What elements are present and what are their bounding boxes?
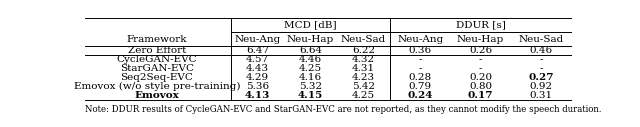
Text: 4.13: 4.13 bbox=[245, 91, 270, 100]
Text: 0.80: 0.80 bbox=[469, 82, 492, 91]
Text: 5.32: 5.32 bbox=[299, 82, 322, 91]
Text: CycleGAN-EVC: CycleGAN-EVC bbox=[116, 55, 197, 64]
Text: 4.46: 4.46 bbox=[299, 55, 322, 64]
Text: -: - bbox=[479, 64, 483, 73]
Text: -: - bbox=[479, 55, 483, 64]
Text: Neu-Hap: Neu-Hap bbox=[287, 35, 334, 44]
Text: 0.79: 0.79 bbox=[408, 82, 432, 91]
Text: DDUR [s]: DDUR [s] bbox=[456, 21, 506, 29]
Text: 6.47: 6.47 bbox=[246, 46, 269, 55]
Text: MCD [dB]: MCD [dB] bbox=[284, 21, 337, 29]
Text: 4.15: 4.15 bbox=[298, 91, 323, 100]
Text: 4.25: 4.25 bbox=[352, 91, 375, 100]
Text: 6.64: 6.64 bbox=[299, 46, 322, 55]
Text: 4.32: 4.32 bbox=[352, 55, 375, 64]
Text: 5.42: 5.42 bbox=[352, 82, 375, 91]
Text: 0.92: 0.92 bbox=[529, 82, 552, 91]
Text: Neu-Sad: Neu-Sad bbox=[518, 35, 563, 44]
Text: 6.22: 6.22 bbox=[352, 46, 375, 55]
Text: Neu-Sad: Neu-Sad bbox=[341, 35, 386, 44]
Text: 4.25: 4.25 bbox=[299, 64, 322, 73]
Text: -: - bbox=[539, 55, 543, 64]
Text: 4.43: 4.43 bbox=[246, 64, 269, 73]
Text: -: - bbox=[539, 64, 543, 73]
Text: 0.46: 0.46 bbox=[529, 46, 552, 55]
Text: Zero Effort: Zero Effort bbox=[128, 46, 186, 55]
Text: 0.36: 0.36 bbox=[408, 46, 432, 55]
Text: 4.23: 4.23 bbox=[352, 73, 375, 82]
Text: 0.31: 0.31 bbox=[529, 91, 552, 100]
Text: StarGAN-EVC: StarGAN-EVC bbox=[120, 64, 194, 73]
Text: Seq2Seq-EVC: Seq2Seq-EVC bbox=[120, 73, 193, 82]
Text: 4.29: 4.29 bbox=[246, 73, 269, 82]
Text: 0.28: 0.28 bbox=[408, 73, 432, 82]
Text: Note: DDUR results of CycleGAN-EVC and StarGAN-EVC are not reported, as they can: Note: DDUR results of CycleGAN-EVC and S… bbox=[85, 105, 602, 114]
Text: Neu-Ang: Neu-Ang bbox=[397, 35, 444, 44]
Text: 4.16: 4.16 bbox=[299, 73, 322, 82]
Text: Neu-Ang: Neu-Ang bbox=[235, 35, 281, 44]
Text: -: - bbox=[419, 55, 422, 64]
Text: -: - bbox=[419, 64, 422, 73]
Text: 0.20: 0.20 bbox=[469, 73, 492, 82]
Text: 5.36: 5.36 bbox=[246, 82, 269, 91]
Text: Emovox (w/o style pre-training): Emovox (w/o style pre-training) bbox=[74, 82, 240, 91]
Text: Framework: Framework bbox=[127, 35, 187, 44]
Text: Neu-Hap: Neu-Hap bbox=[457, 35, 504, 44]
Text: 0.26: 0.26 bbox=[469, 46, 492, 55]
Text: 0.17: 0.17 bbox=[468, 91, 493, 100]
Text: Emovox: Emovox bbox=[134, 91, 179, 100]
Text: 0.24: 0.24 bbox=[408, 91, 433, 100]
Text: 0.27: 0.27 bbox=[528, 73, 554, 82]
Text: 4.57: 4.57 bbox=[246, 55, 269, 64]
Text: 4.31: 4.31 bbox=[352, 64, 375, 73]
